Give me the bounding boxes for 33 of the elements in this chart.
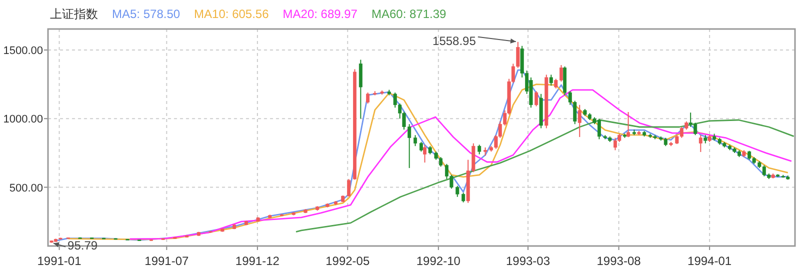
- y-tick-label: 1500.00: [3, 45, 43, 57]
- candlestick: [358, 59, 362, 120]
- x-tick-label: 1991-01: [37, 254, 82, 268]
- candlestick: [419, 141, 423, 152]
- candlestick: [549, 74, 553, 86]
- chart-title: 上证指数: [50, 7, 98, 21]
- x-tick-label: 1991-12: [235, 254, 280, 268]
- candlestick: [414, 134, 418, 147]
- annotation: 1558.95: [432, 34, 476, 48]
- candlestick: [462, 192, 466, 203]
- x-tick-label: 1992-10: [416, 254, 461, 268]
- text: MA60: 871.39: [371, 7, 447, 21]
- candlestick: [423, 144, 427, 164]
- candlestick: [366, 92, 370, 104]
- y-tick-label: 500.00: [9, 182, 43, 194]
- candlestick: [626, 112, 630, 138]
- candlestick: [578, 104, 582, 138]
- candlestick: [478, 144, 482, 155]
- x-tick-label: 1993-03: [506, 254, 550, 268]
- candlestick: [456, 185, 460, 198]
- text: MA20: 689.97: [282, 7, 358, 21]
- text: MA10: 605.56: [194, 7, 270, 21]
- x-tick-label: 1993-08: [596, 254, 642, 268]
- text: MA5: 578.50: [112, 7, 180, 21]
- x-tick-label: 1991-07: [144, 254, 190, 268]
- annotation: 95.79: [68, 238, 98, 253]
- line-series: [295, 119, 795, 233]
- candlestick: [347, 178, 351, 198]
- candlestick: [698, 134, 702, 152]
- candlestick: [534, 90, 538, 107]
- x-tick-label: 1992-05: [326, 254, 370, 268]
- x-tick-label: 1994-01: [688, 254, 732, 268]
- y-tick-label: 1000.00: [3, 114, 43, 126]
